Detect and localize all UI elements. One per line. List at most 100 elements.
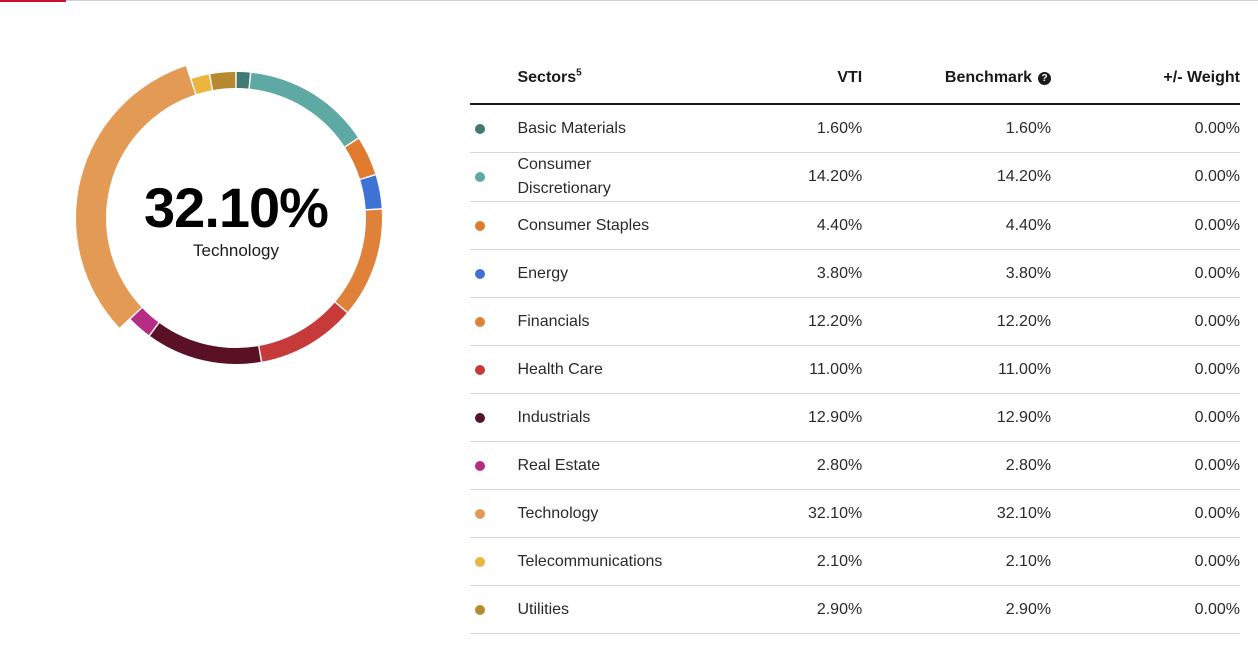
- sector-name-text: Energy: [517, 264, 569, 282]
- header-sectors-label: Sectors: [517, 68, 577, 86]
- vti-value: 2.80%: [734, 441, 863, 490]
- benchmark-value: 2.80%: [862, 441, 1052, 490]
- table-row: Health Care 11.00% 11.00% 0.00%: [470, 345, 1240, 394]
- table-row: Consumer Discretionary 14.20% 14.20% 0.00%: [470, 152, 1240, 202]
- header-swatch-col: [470, 52, 518, 105]
- benchmark-value: 32.10%: [862, 489, 1052, 538]
- swatch-cell: [470, 249, 518, 298]
- vti-value: 4.40%: [734, 201, 863, 250]
- donut-slice-energy[interactable]: [360, 175, 382, 210]
- active-tab-indicator: [0, 0, 66, 2]
- sector-name-text: Industrials: [517, 408, 591, 426]
- weight-value: 0.00%: [1051, 249, 1240, 298]
- header-benchmark-label: Benchmark: [944, 68, 1033, 86]
- sector-name-text: Utilities: [517, 600, 570, 618]
- vti-value: 1.60%: [734, 104, 863, 153]
- sector-name-industrials: Industrials: [517, 393, 735, 442]
- top-divider: [0, 0, 1258, 1]
- donut-slice-telecommunications[interactable]: [191, 74, 212, 95]
- sector-name-utilities: Utilities: [517, 585, 735, 634]
- benchmark-value: 3.80%: [862, 249, 1052, 298]
- weight-value: 0.00%: [1051, 537, 1240, 586]
- vti-value: 32.10%: [734, 489, 863, 538]
- weight-value: 0.00%: [1051, 152, 1240, 202]
- swatch-cell: [470, 104, 518, 153]
- swatch-cell: [470, 297, 518, 346]
- donut-center-label: Technology: [192, 241, 279, 260]
- donut-slice-financials[interactable]: [335, 209, 382, 312]
- donut-slice-basic-materials[interactable]: [236, 72, 250, 89]
- table-row: Real Estate 2.80% 2.80% 0.00%: [470, 441, 1240, 490]
- table-row: Energy 3.80% 3.80% 0.00%: [470, 249, 1240, 298]
- question-help-icon[interactable]: ?: [1038, 71, 1052, 85]
- sector-name-technology: Technology: [517, 489, 735, 538]
- swatch-cell: [470, 441, 518, 490]
- table-header-row: Sectors5 VTI Benchmark? +/- Weight: [470, 52, 1240, 105]
- sector-donut-chart: 32.10% Technology: [60, 60, 390, 390]
- donut-slice-consumer-staples[interactable]: [345, 138, 376, 179]
- sector-color-dot: [475, 172, 485, 182]
- benchmark-value: 14.20%: [862, 152, 1052, 202]
- header-vti: VTI: [734, 52, 863, 105]
- table-row: Basic Materials 1.60% 1.60% 0.00%: [470, 104, 1240, 153]
- sector-name-consumer-discretionary: Consumer Discretionary: [517, 152, 735, 202]
- sector-color-dot: [475, 316, 485, 327]
- swatch-cell: [470, 537, 518, 586]
- sector-color-dot: [475, 123, 485, 134]
- sector-color-dot: [475, 412, 485, 423]
- sector-color-dot: [475, 604, 485, 615]
- donut-slice-utilities[interactable]: [210, 72, 236, 91]
- donut-slice-technology[interactable]: [75, 66, 196, 328]
- benchmark-value: 1.60%: [862, 104, 1052, 153]
- vti-value: 12.20%: [734, 297, 863, 346]
- vti-value: 2.10%: [734, 537, 863, 586]
- weight-value: 0.00%: [1051, 201, 1240, 250]
- weight-value: 0.00%: [1051, 345, 1240, 394]
- sector-color-dot: [475, 460, 485, 471]
- sector-name-consumer-staples: Consumer Staples: [517, 201, 735, 250]
- donut-svg: [75, 66, 382, 364]
- vti-value: 2.90%: [734, 585, 863, 634]
- weight-value: 0.00%: [1051, 104, 1240, 153]
- swatch-cell: [470, 489, 518, 538]
- sector-name-text: Health Care: [517, 360, 603, 378]
- weight-value: 0.00%: [1051, 489, 1240, 538]
- benchmark-value: 11.00%: [862, 345, 1052, 394]
- donut-slice-industrials[interactable]: [150, 323, 261, 364]
- donut-slice-consumer-discretionary[interactable]: [249, 72, 358, 147]
- sector-name-text: Real Estate: [517, 456, 601, 474]
- weight-value: 0.00%: [1051, 297, 1240, 346]
- sectors-table: Sectors5 VTI Benchmark? +/- Weight Basic…: [470, 52, 1240, 634]
- weight-value: 0.00%: [1051, 585, 1240, 634]
- sectors-footnote-link[interactable]: 5: [576, 67, 582, 79]
- sector-color-dot: [475, 364, 485, 375]
- sector-name-text: Technology: [517, 504, 599, 522]
- header-benchmark: Benchmark?: [862, 52, 1052, 105]
- vti-value: 11.00%: [734, 345, 863, 394]
- sector-name-text: Telecommunications: [517, 552, 663, 570]
- swatch-cell: [470, 152, 518, 202]
- table-row: Industrials 12.90% 12.90% 0.00%: [470, 393, 1240, 442]
- table-row: Consumer Staples 4.40% 4.40% 0.00%: [470, 201, 1240, 250]
- header-weight: +/- Weight: [1051, 52, 1240, 105]
- benchmark-value: 4.40%: [862, 201, 1052, 250]
- swatch-cell: [470, 345, 518, 394]
- sector-color-dot: [475, 556, 485, 567]
- table-row: Financials 12.20% 12.20% 0.00%: [470, 297, 1240, 346]
- sector-name-text: Consumer Staples: [517, 216, 650, 234]
- sector-name-health-care: Health Care: [517, 345, 735, 394]
- sector-color-dot: [475, 220, 485, 231]
- table-row: Utilities 2.90% 2.90% 0.00%: [470, 585, 1240, 634]
- sector-name-basic-materials: Basic Materials: [517, 104, 735, 153]
- sector-name-text: Basic Materials: [517, 119, 626, 137]
- vti-value: 3.80%: [734, 249, 863, 298]
- sector-name-telecommunications: Telecommunications: [517, 537, 735, 586]
- header-sectors: Sectors5: [517, 52, 735, 105]
- donut-slice-health-care[interactable]: [259, 302, 347, 362]
- donut-slice-real-estate[interactable]: [130, 308, 159, 336]
- weight-value: 0.00%: [1051, 393, 1240, 442]
- sector-name-energy: Energy: [517, 249, 735, 298]
- benchmark-value: 12.20%: [862, 297, 1052, 346]
- table-row: Technology 32.10% 32.10% 0.00%: [470, 489, 1240, 538]
- vti-value: 12.90%: [734, 393, 863, 442]
